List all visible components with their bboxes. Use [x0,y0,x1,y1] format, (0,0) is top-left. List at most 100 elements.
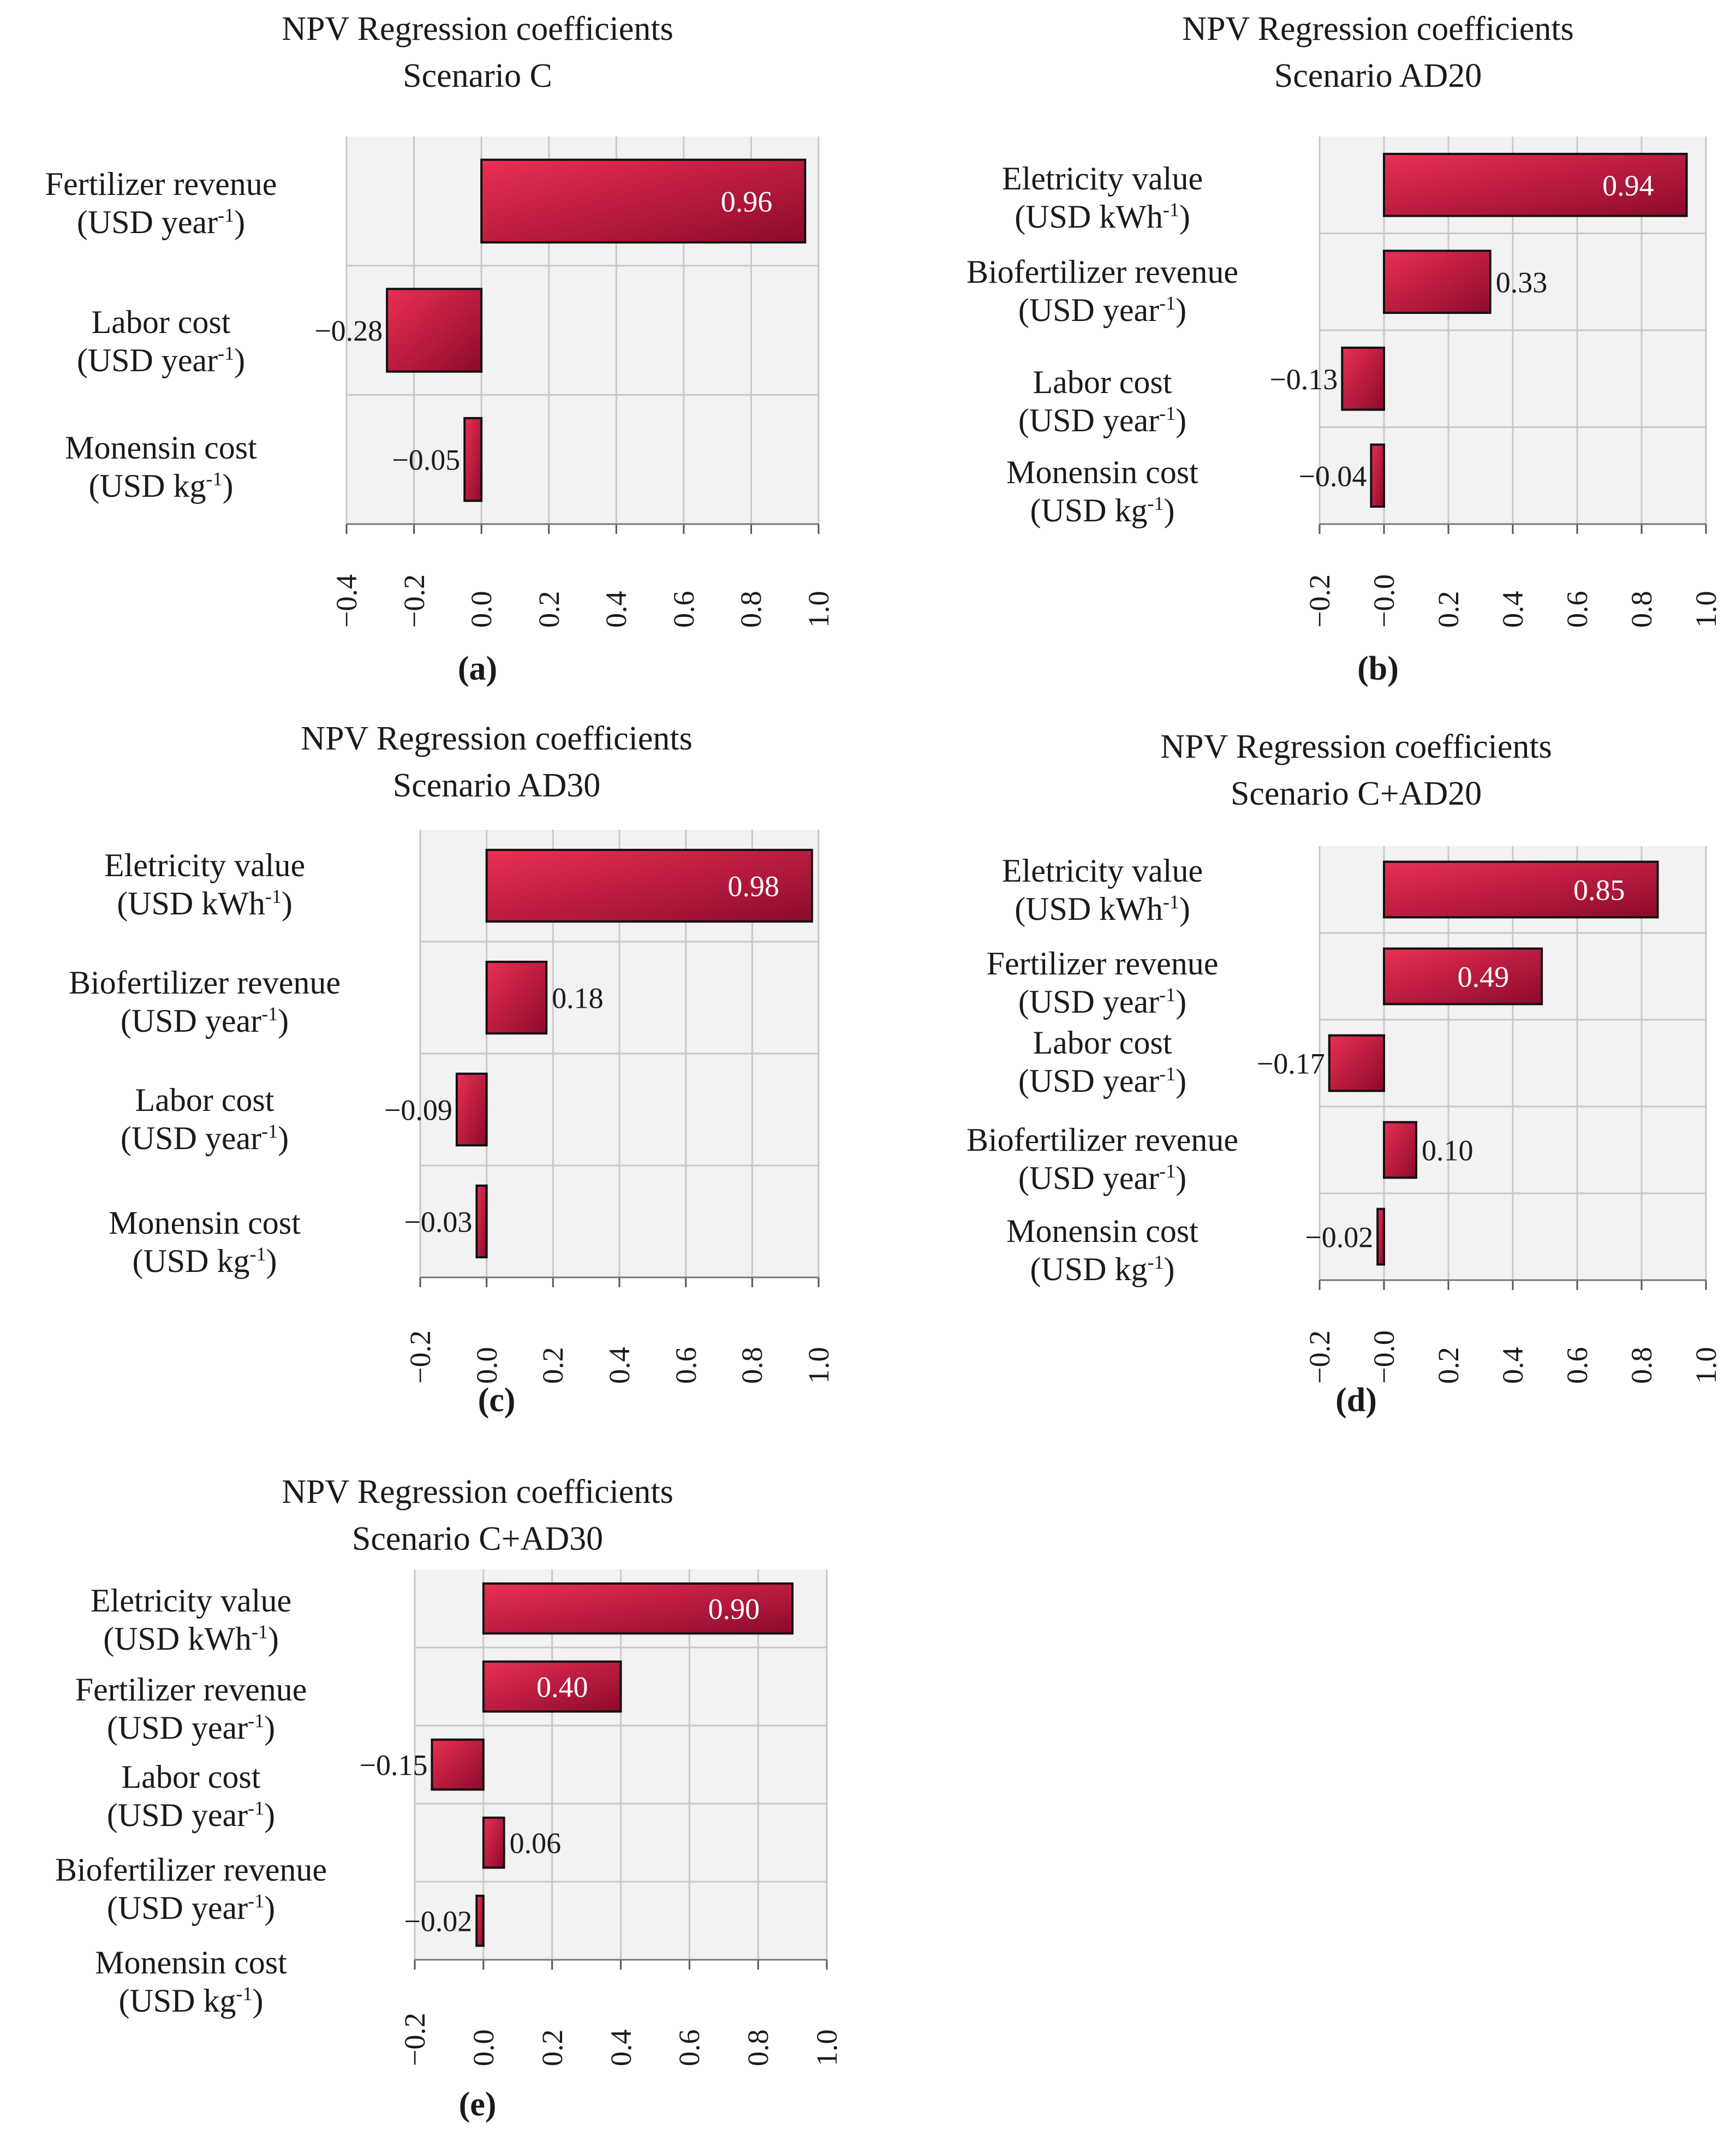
category-unit: (USD kWh-1) [16,1620,366,1658]
x-tick-label: −0.2 [1303,1330,1336,1384]
bar-chart-svg: 0.85 0.49 −0.17 0.10 −0.02 [1257,846,1707,1290]
unit-text: (USD year [1018,984,1160,1020]
x-tick-label: 1.0 [1690,591,1722,628]
x-tick-label: 0.2 [1432,591,1465,628]
category-unit: (USD year-1) [27,1119,382,1157]
category-label: Labor cost (USD year-1) [16,1758,366,1834]
bar-d-2 [1328,1034,1386,1092]
chart-subtitle: Scenario AD30 [392,767,601,804]
bar-a-0 [480,158,807,244]
x-tick-label: 0.2 [1432,1347,1465,1384]
bar-b-3 [1370,443,1386,508]
unit-text: (USD year [120,1120,262,1156]
data-label: 0.18 [552,982,604,1015]
category-label: Monensin cost (USD kg-1) [16,1943,366,2020]
x-tick-label: 0.8 [742,2029,775,2067]
bar-e-4 [475,1894,485,1947]
x-tick-label: 0.4 [1496,591,1529,628]
bar-a-1 [386,288,483,373]
category-unit: (USD kWh-1) [922,198,1282,236]
panel-caption: (e) [458,2086,497,2123]
x-tick-label: 0.6 [673,2029,706,2067]
category-name: Labor cost [135,1082,275,1118]
x-tick-label: −0.4 [330,574,363,628]
chart-subtitle: Scenario AD20 [1274,57,1482,94]
panel-caption: (c) [478,1382,516,1419]
category-name: Fertilizer revenue [75,1672,307,1708]
x-tick-label: 0.6 [669,1347,702,1384]
data-label: 0.94 [1602,169,1654,202]
unit-exponent: -1 [248,1797,265,1819]
plot-area: 0.94 0.33 −0.13 −0.04 [1269,136,1707,534]
category-name: Biofertilizer revenue [55,1852,327,1888]
unit-text: (USD year [1018,292,1160,328]
data-label: −0.03 [404,1206,472,1239]
unit-close: ) [1164,1251,1175,1287]
chart-title-line: NPV Regression coefficients [282,1473,673,1510]
category-label: Biofertilizer revenue (USD year-1) [27,964,382,1040]
unit-exponent: -1 [251,1621,268,1643]
unit-close: ) [234,204,246,240]
category-unit: (USD year-1) [5,203,317,241]
category-unit: (USD year-1) [27,1002,382,1040]
category-name: Fertilizer revenue [45,166,277,202]
category-label: Biofertilizer revenue (USD year-1) [16,1851,366,1927]
data-label: 0.96 [721,185,773,218]
chart-title: NPV Regression coefficients Scenario AD30 [188,715,805,809]
category-name: Labor cost [121,1759,261,1795]
unit-text: (USD year [76,204,218,240]
x-tick-label: 0.8 [1625,1347,1658,1384]
plot-area: 0.98 0.18 −0.09 −0.03 [384,830,820,1287]
chart-title: NPV Regression coefficients Scenario AD20 [1070,5,1686,99]
bar-a-2 [463,417,483,502]
unit-exponent: -1 [249,1243,266,1265]
unit-text: (USD kWh [103,1621,252,1657]
data-label: 0.06 [510,1827,561,1860]
unit-close: ) [1176,1063,1187,1099]
category-unit: (USD year-1) [16,1889,366,1927]
unit-close: ) [266,1243,277,1279]
unit-exponent: -1 [1159,1063,1176,1085]
data-label: −0.15 [359,1749,427,1782]
x-tick-label: 0.2 [535,2029,569,2067]
category-label: Monensin cost (USD kg-1) [5,429,317,505]
bar-chart-svg: 0.96 −0.28 −0.05 [314,136,820,534]
chart-title-line: NPV Regression coefficients [301,720,693,757]
plot-area: 0.85 0.49 −0.17 0.10 −0.02 [1257,846,1707,1290]
data-label: −0.05 [392,444,460,477]
x-tick-label: 0.8 [735,591,768,628]
unit-exponent: -1 [1159,292,1176,314]
bar-e-0 [482,1582,794,1635]
unit-exponent: -1 [236,1983,253,2005]
x-tick-label: 0.0 [467,2029,500,2067]
bar-e-1 [482,1660,622,1713]
bar-c-1 [485,960,548,1035]
category-name: Labor cost [91,304,231,340]
unit-close: ) [267,1621,279,1657]
category-name: Monensin cost [109,1205,301,1241]
chart-subtitle: Scenario C+AD20 [1230,775,1482,812]
unit-close: ) [1176,984,1187,1020]
x-tick-label: 1.0 [802,1347,835,1384]
category-label: Eletricity value (USD kWh-1) [16,1581,366,1658]
data-label: 0.10 [1422,1134,1473,1167]
bar-chart-svg: 0.94 0.33 −0.13 −0.04 [1269,136,1707,534]
category-label: Labor cost (USD year-1) [922,363,1282,439]
unit-exponent: -1 [206,468,223,490]
unit-close: ) [1176,292,1187,328]
unit-close: ) [264,1797,276,1833]
category-name: Eletricity value [104,847,306,883]
category-unit: (USD kg-1) [16,1982,366,2020]
unit-exponent: -1 [261,1003,278,1025]
category-label: Monensin cost (USD kg-1) [27,1204,382,1280]
category-unit: (USD kg-1) [5,467,317,505]
unit-exponent: -1 [1162,891,1179,913]
bar-chart-svg: 0.90 0.40 −0.15 0.06 −0.02 [359,1569,828,1970]
x-tick-label: 0.2 [536,1347,570,1384]
data-label: −0.17 [1257,1048,1325,1080]
unit-text: (USD kg [1030,492,1148,528]
data-label: −0.09 [384,1094,452,1127]
unit-exponent: -1 [218,204,235,226]
bar-d-3 [1383,1121,1417,1179]
category-name: Fertilizer revenue [986,945,1219,982]
